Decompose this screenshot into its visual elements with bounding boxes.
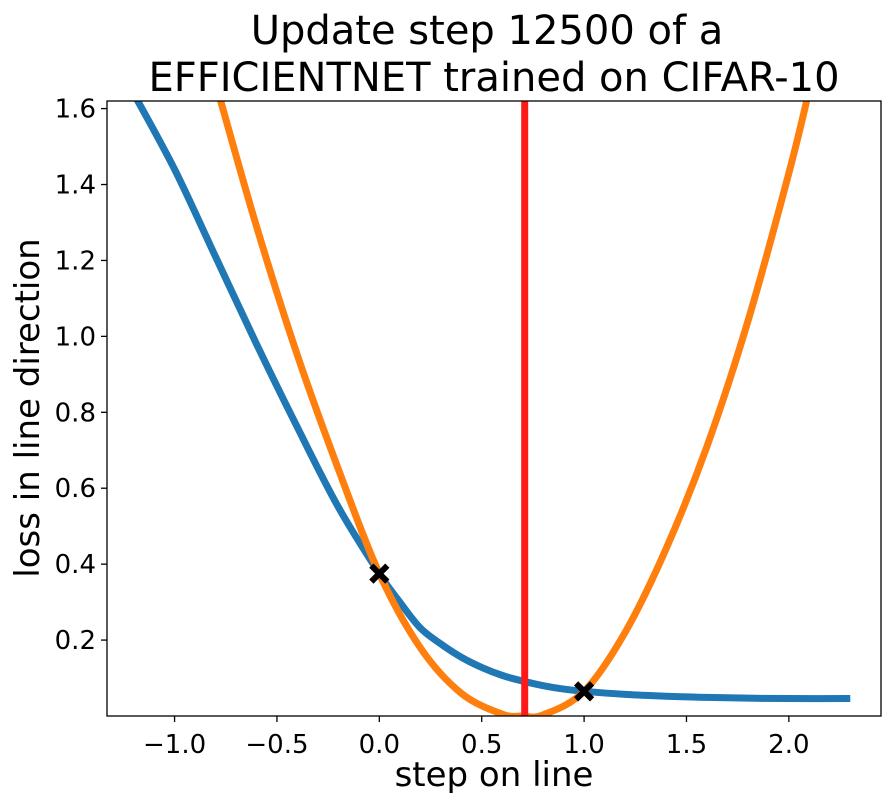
chart-title-line-1: Update step 12500 of a: [251, 8, 724, 54]
y-tick-label: 0.8: [55, 398, 96, 428]
y-tick-label: 0.2: [55, 626, 96, 656]
plot-frame: [106, 100, 882, 717]
y-tick-label: 1.6: [55, 95, 96, 125]
y-tick-label: 1.2: [55, 246, 96, 276]
x-tick-label: 1.5: [666, 730, 707, 760]
y-axis-ticks: 0.2 0.4 0.6 0.8 1.0 1.2 1.4 1.6: [55, 95, 107, 656]
x-marker-2: [573, 681, 595, 702]
y-tick-label: 0.4: [55, 550, 96, 580]
y-tick-label: 0.6: [55, 474, 96, 504]
series-line-2: [217, 101, 811, 716]
plot-markers: [369, 563, 595, 702]
y-axis-label: loss in line direction: [8, 238, 48, 577]
x-axis-ticks: −1.0 −0.5 0.0 0.5 1.0 1.5 2.0: [143, 716, 810, 760]
chart-title-line-2: EFFICIENTNET trained on CIFAR-10: [148, 55, 839, 101]
plot-series: [133, 101, 851, 716]
x-marker-1: [369, 563, 390, 584]
x-tick-label: 1.0: [563, 730, 604, 760]
x-tick-label: −1.0: [143, 730, 206, 760]
x-tick-label: 0.0: [359, 730, 400, 760]
series-line-1: [133, 101, 851, 703]
y-tick-label: 1.4: [55, 171, 96, 201]
x-axis-label: step on line: [395, 755, 594, 795]
x-tick-label: 0.5: [461, 730, 502, 760]
x-tick-label: 2.0: [768, 730, 809, 760]
x-tick-label: −0.5: [245, 730, 308, 760]
y-tick-label: 1.0: [55, 322, 96, 352]
